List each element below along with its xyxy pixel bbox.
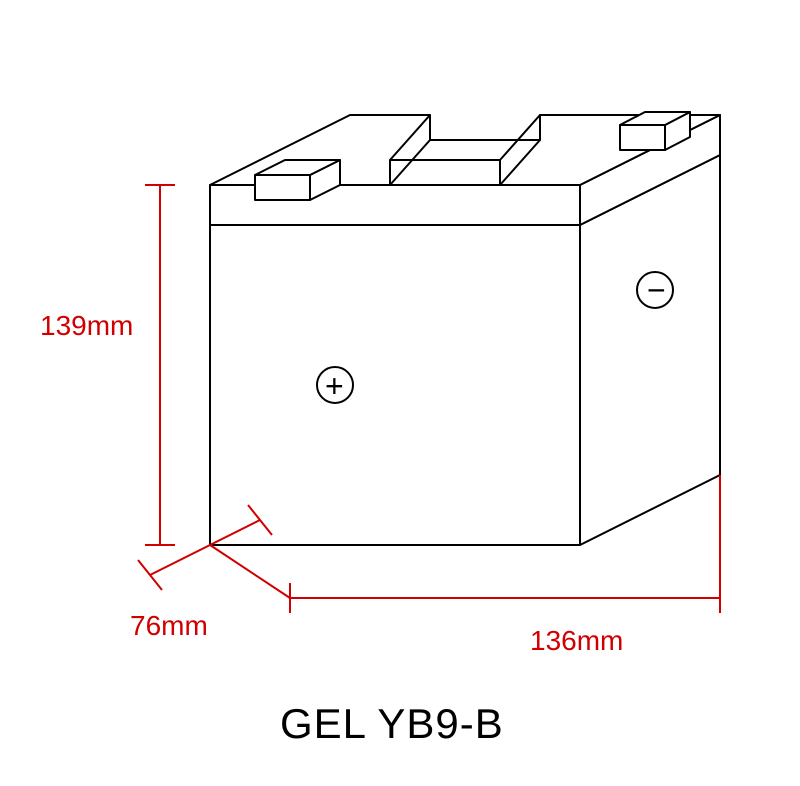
product-title: GEL YB9-B [280, 700, 504, 748]
dim-width-label: 136mm [530, 625, 623, 657]
battery-front-face [210, 225, 580, 545]
terminal-right-front [620, 125, 665, 150]
battery-svg [0, 0, 800, 786]
battery-diagram: 139mm 76mm 136mm + − GEL YB9-B [0, 0, 800, 786]
minus-symbol: − [647, 272, 666, 309]
plus-symbol: + [325, 368, 344, 405]
terminal-left-front [255, 175, 310, 200]
dim-width-tie-l [210, 545, 290, 598]
dim-height-label: 139mm [40, 310, 133, 342]
dim-depth-cap-a [138, 560, 162, 590]
dim-depth-label: 76mm [130, 610, 208, 642]
